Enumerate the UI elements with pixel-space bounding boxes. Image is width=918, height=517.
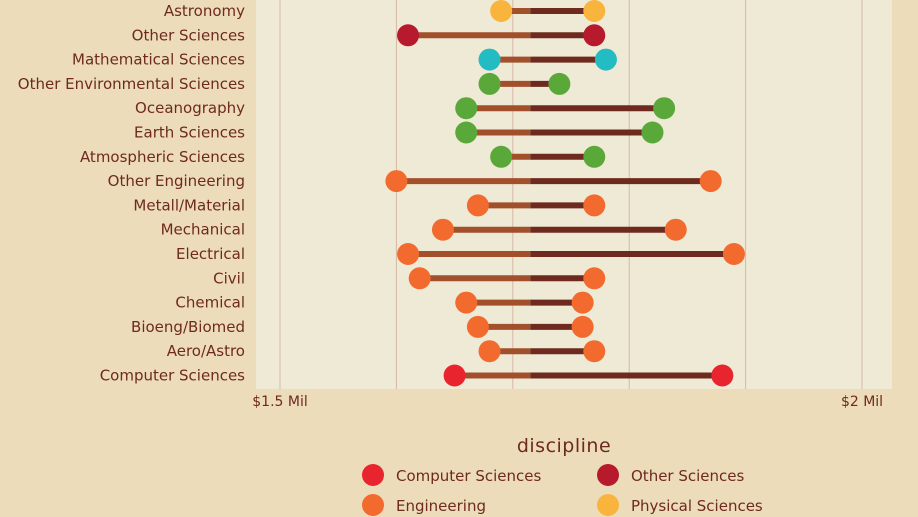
dot-series-1 — [490, 145, 513, 168]
dot-series-1 — [408, 267, 431, 290]
dot-series-2 — [711, 364, 734, 387]
legend-label: Physical Sciences — [631, 497, 763, 515]
dot-series-2 — [548, 72, 571, 95]
dot-series-2 — [583, 145, 606, 168]
dot-series-1 — [478, 72, 501, 95]
dot-series-1 — [455, 97, 478, 120]
category-label: Electrical — [176, 245, 245, 263]
category-label: Aero/Astro — [167, 342, 245, 360]
x-tick-label: $2 Mil — [841, 394, 883, 410]
category-label: Other Sciences — [132, 26, 246, 44]
legend-swatch — [597, 494, 619, 516]
dumbbell-dots — [385, 0, 745, 387]
dot-series-2 — [583, 267, 606, 290]
x-axis-ticks: $1.5 Mil $2 Mil — [252, 394, 883, 410]
dot-series-1 — [490, 0, 513, 22]
category-label: Other Environmental Sciences — [18, 75, 245, 93]
category-label: Computer Sciences — [100, 367, 245, 385]
category-label: Metall/Material — [133, 196, 245, 214]
legend-label: Other Sciences — [631, 467, 745, 485]
category-label: Mathematical Sciences — [72, 51, 245, 69]
dot-series-1 — [431, 218, 454, 241]
dot-series-2 — [583, 194, 606, 217]
legend-label: Computer Sciences — [396, 467, 541, 485]
category-label: Other Engineering — [108, 172, 245, 190]
dot-series-2 — [653, 97, 676, 120]
category-label: Astronomy — [164, 2, 245, 20]
dot-series-1 — [466, 194, 489, 217]
dot-series-2 — [641, 121, 664, 144]
legend-swatch — [362, 464, 384, 486]
dot-series-2 — [594, 48, 617, 71]
dot-series-1 — [443, 364, 466, 387]
gridlines — [279, 0, 863, 389]
legend-title: discipline — [517, 435, 611, 457]
dot-series-2 — [699, 170, 722, 193]
category-label: Mechanical — [161, 221, 245, 239]
dot-series-2 — [583, 340, 606, 363]
dot-series-1 — [455, 291, 478, 314]
dot-series-1 — [455, 121, 478, 144]
category-label: Oceanography — [135, 99, 245, 117]
dot-series-1 — [397, 243, 420, 265]
x-tick-label: $1.5 Mil — [252, 394, 307, 410]
category-label: Civil — [213, 269, 245, 287]
dot-series-1 — [478, 340, 501, 363]
dot-series-2 — [571, 291, 594, 314]
category-label: Chemical — [175, 294, 245, 312]
dot-series-2 — [722, 243, 745, 265]
legend-swatch — [362, 494, 384, 516]
dot-series-1 — [466, 315, 489, 338]
legend: discipline Computer Sciences Other Scienc… — [362, 435, 763, 516]
dot-series-2 — [664, 218, 687, 241]
dot-series-1 — [385, 170, 408, 193]
dot-series-2 — [571, 315, 594, 338]
dot-series-2 — [583, 24, 606, 47]
category-label: Earth Sciences — [134, 124, 245, 142]
category-label: Atmospheric Sciences — [80, 148, 245, 166]
category-labels: Astronomy Other Sciences Mathematical Scie… — [18, 2, 245, 385]
legend-swatch — [597, 464, 619, 486]
dot-series-2 — [583, 0, 606, 22]
dot-series-1 — [397, 24, 420, 47]
dot-series-1 — [478, 48, 501, 71]
legend-label: Engineering — [396, 497, 486, 515]
category-label: Bioeng/Biomed — [131, 318, 245, 336]
